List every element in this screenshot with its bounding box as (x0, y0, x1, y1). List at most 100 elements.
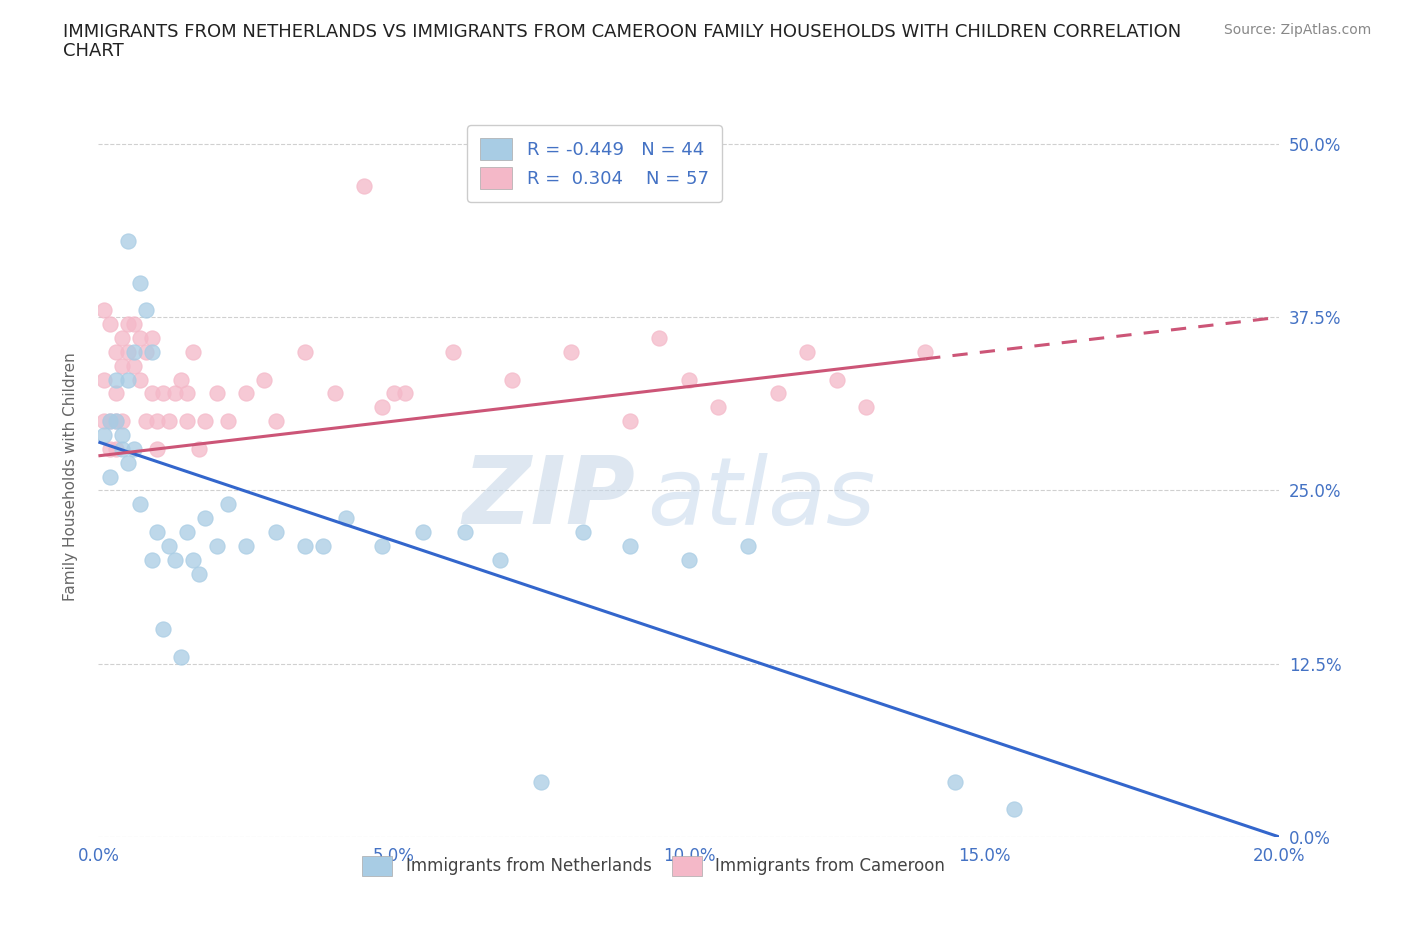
Point (170, 649, 193, 664)
Point (128, 372, 150, 387)
Point (93, 303, 115, 318)
Point (98, 414, 121, 429)
Point (122, 442, 145, 457)
Point (117, 233, 139, 248)
Point (294, 344, 316, 359)
Point (135, 303, 157, 318)
Point (353, 179, 375, 193)
Point (253, 372, 276, 387)
Point (205, 386, 228, 401)
Point (217, 414, 239, 429)
Point (412, 525, 434, 539)
Point (619, 414, 641, 429)
Point (571, 525, 593, 539)
Text: CHART: CHART (63, 42, 124, 60)
Point (294, 538, 316, 553)
Point (489, 552, 512, 567)
Point (98, 469, 121, 484)
Point (678, 372, 700, 387)
Point (105, 344, 128, 359)
Point (146, 525, 169, 539)
Point (766, 386, 789, 401)
Point (111, 330, 134, 345)
Point (264, 414, 287, 429)
Point (187, 566, 209, 581)
Point (122, 317, 145, 332)
Point (111, 414, 134, 429)
Point (157, 414, 180, 429)
Point (825, 372, 848, 387)
Point (105, 414, 128, 429)
Point (117, 317, 139, 332)
Point (93, 428, 115, 443)
Point (235, 386, 257, 401)
Point (707, 400, 730, 415)
Point (264, 525, 287, 539)
Point (914, 344, 936, 359)
Point (235, 538, 257, 553)
Point (323, 386, 346, 401)
Point (135, 414, 157, 429)
Point (141, 344, 163, 359)
Point (165, 386, 187, 401)
Point (530, 774, 553, 789)
Point (141, 386, 163, 401)
Point (194, 414, 217, 429)
Point (105, 414, 128, 429)
Point (648, 330, 671, 345)
Point (170, 372, 193, 387)
Point (122, 344, 145, 359)
Point (796, 344, 818, 359)
Point (181, 552, 204, 567)
Point (453, 525, 475, 539)
Point (382, 386, 405, 401)
Point (737, 538, 759, 553)
Point (217, 497, 239, 512)
Point (560, 344, 582, 359)
Point (371, 538, 394, 553)
Point (111, 442, 134, 457)
Point (1002, 802, 1025, 817)
Point (205, 538, 228, 553)
Point (176, 386, 198, 401)
Point (105, 386, 128, 401)
Point (176, 414, 198, 429)
Text: ZIP: ZIP (463, 452, 636, 544)
Text: IMMIGRANTS FROM NETHERLANDS VS IMMIGRANTS FROM CAMEROON FAMILY HOUSEHOLDS WITH C: IMMIGRANTS FROM NETHERLANDS VS IMMIGRANT… (63, 23, 1181, 41)
Point (152, 621, 174, 636)
Point (619, 538, 641, 553)
Point (165, 552, 187, 567)
Point (141, 330, 163, 345)
Point (105, 442, 128, 457)
Point (943, 774, 966, 789)
Point (176, 525, 198, 539)
Point (122, 358, 145, 373)
Point (128, 497, 150, 512)
Point (441, 344, 464, 359)
Text: Source: ZipAtlas.com: Source: ZipAtlas.com (1223, 23, 1371, 37)
Point (117, 456, 139, 471)
Point (98, 414, 121, 429)
Point (187, 442, 209, 457)
Point (335, 511, 357, 525)
Point (111, 428, 134, 443)
Point (135, 344, 157, 359)
Point (146, 442, 169, 457)
Point (105, 372, 128, 387)
Point (117, 344, 139, 359)
Text: atlas: atlas (648, 453, 876, 544)
Point (312, 538, 335, 553)
Point (157, 538, 180, 553)
Point (117, 372, 139, 387)
Point (371, 400, 394, 415)
Point (152, 386, 174, 401)
Point (111, 358, 134, 373)
Point (146, 414, 169, 429)
Point (394, 386, 416, 401)
Point (501, 372, 523, 387)
Point (181, 344, 204, 359)
Point (194, 511, 217, 525)
Point (128, 275, 150, 290)
Legend: Immigrants from Netherlands, Immigrants from Cameroon: Immigrants from Netherlands, Immigrants … (356, 849, 952, 883)
Point (93, 372, 115, 387)
